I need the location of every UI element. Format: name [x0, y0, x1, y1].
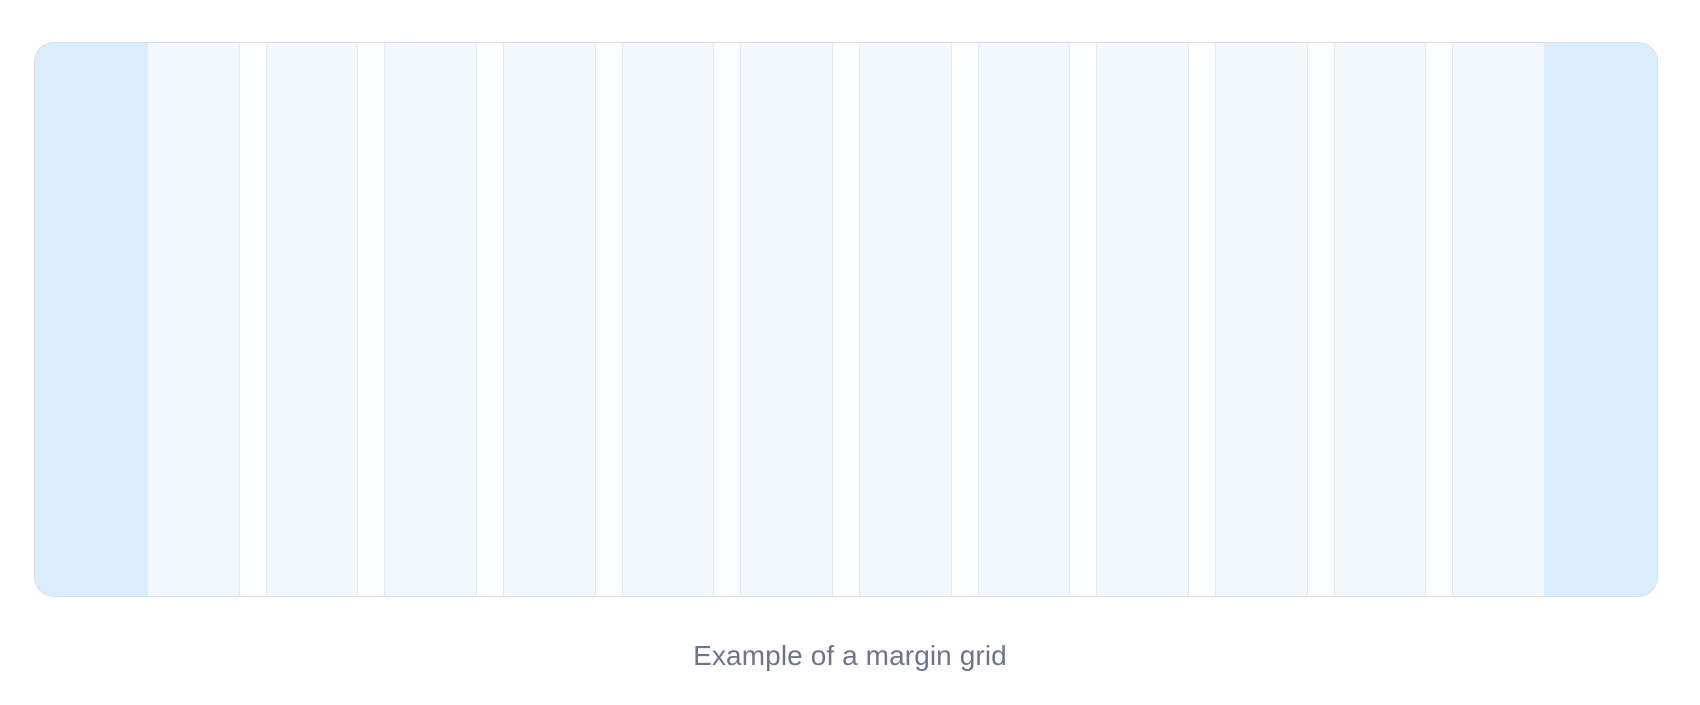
- grid-gutter: [1307, 43, 1334, 596]
- grid-gutter: [1189, 43, 1216, 596]
- grid-gutter: [951, 43, 978, 596]
- left-margin: [35, 43, 147, 596]
- grid-column: [977, 43, 1071, 596]
- grid-column: [859, 43, 952, 596]
- grid-column: [147, 43, 240, 596]
- grid-column: [1333, 43, 1427, 596]
- grid-column: [265, 43, 359, 596]
- grid-column: [1096, 43, 1190, 596]
- grid-gutter: [1426, 43, 1453, 596]
- grid-column: [1215, 43, 1308, 596]
- grid-columns-area: [147, 43, 1546, 596]
- grid-gutter: [239, 43, 266, 596]
- margin-grid-diagram: [34, 42, 1658, 597]
- grid-column: [503, 43, 596, 596]
- grid-column: [1452, 43, 1546, 596]
- grid-column: [384, 43, 478, 596]
- grid-gutter: [595, 43, 622, 596]
- grid-gutter: [477, 43, 504, 596]
- diagram-caption: Example of a margin grid: [693, 640, 1007, 671]
- grid-column: [621, 43, 715, 596]
- grid-gutter: [358, 43, 385, 596]
- grid-gutter: [1070, 43, 1097, 596]
- grid-gutter: [714, 43, 741, 596]
- grid-gutter: [833, 43, 860, 596]
- grid-column: [740, 43, 834, 596]
- right-margin: [1545, 43, 1657, 596]
